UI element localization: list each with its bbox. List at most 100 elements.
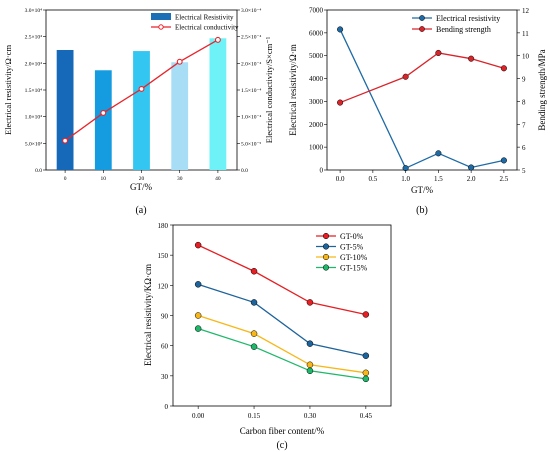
chart-b-y-right-tick-label: 12 xyxy=(522,7,530,15)
chart-a-legend-label-resistivity: Electrical Resistivity xyxy=(175,14,234,22)
chart-b-line-bending xyxy=(339,52,505,104)
chart-c-point-gt-10pct-0.15 xyxy=(250,330,258,337)
chart-b-point-bending-1 xyxy=(402,73,409,80)
chart-b-point-bending-1.5 xyxy=(435,49,442,57)
chart-c-line-gt-5pct xyxy=(197,283,366,357)
chart-a-y-tick-label: 3.0×10⁴ xyxy=(25,8,42,14)
chart-b-y-axis-label: Electrical resistivity/Ω·m xyxy=(288,44,298,135)
chart-c-panel-label: (c) xyxy=(276,440,287,451)
chart-a-point-conductivity-40 xyxy=(214,36,221,43)
chart-c-point-gt-0pct-0.30 xyxy=(306,299,314,306)
chart-a-y-axis-right-label: Electrical conductivity/S×cm⁻¹ xyxy=(264,36,274,143)
chart-b-x-tick-label: 2.0 xyxy=(467,175,476,183)
chart-c-line-gt-15pct xyxy=(197,327,366,380)
chart-b-point-resistivity-0 xyxy=(337,26,344,33)
chart-c-point-gt-15pct-0.00 xyxy=(194,325,202,332)
chart-b-x-tick-label: 0.0 xyxy=(336,175,345,183)
chart-c-point-gt-5pct-0.15 xyxy=(250,299,258,306)
chart-c-y-axis-label: Electrical resistivity/KΩ·cm xyxy=(143,264,153,366)
chart-c-point-gt-10pct-0.30 xyxy=(306,361,314,369)
chart-c-y-tick-label: 120 xyxy=(158,282,169,290)
chart-c-legend: GT-0% GT-5%GT-10% GT-15% xyxy=(316,232,368,273)
chart-b-legend-marker-bending xyxy=(419,26,425,32)
chart-b-point-resistivity-1.5 xyxy=(435,150,442,157)
chart-b-y-right-tick-label: 10 xyxy=(522,53,530,61)
chart-b-y-tick-label: 1000 xyxy=(309,144,324,152)
chart-c-point-gt-10pct-0.00 xyxy=(194,312,202,319)
chart-b-y-tick-label: 7000 xyxy=(309,7,324,15)
chart-c-point-gt-5pct-0.00 xyxy=(194,281,202,288)
chart-b-x-tick-label: 1.0 xyxy=(401,175,410,183)
chart-a-bar-40 xyxy=(209,38,227,171)
chart-b-y-right-tick-label: 7 xyxy=(522,121,526,129)
chart-a-y-right-tick-label: 2.0×10⁻⁴ xyxy=(241,61,261,67)
chart-b-y-right-tick-label: 5 xyxy=(522,167,526,175)
chart-a-point-conductivity-0 xyxy=(62,137,69,144)
chart-c-x-tick-label: 0.00 xyxy=(192,412,205,420)
chart-a-bar-0 xyxy=(56,50,74,170)
chart-b-line-resistivity xyxy=(339,29,505,170)
chart-b-x-axis-label: GT/% xyxy=(411,185,433,195)
chart-a-y-tick-label: 2.5×10⁴ xyxy=(25,35,42,41)
chart-c: 0 30 60 90 120 150 180 0.00 0.15 0.30 0.45 Carbon … xyxy=(143,222,392,451)
chart-c-point-gt-0pct-0.00 xyxy=(194,241,202,249)
chart-c-legend-label-gt-5pct: GT-5% xyxy=(340,243,364,252)
chart-c-point-gt-15pct-0.15 xyxy=(250,343,258,350)
chart-a-y-axis-label: Electrical resistivity/Ω·cm xyxy=(3,45,13,135)
chart-a-legend: Electrical Resistivity Electrical conduc… xyxy=(151,13,239,32)
chart-a-bar-30 xyxy=(171,62,189,171)
chart-b-point-bending-2.5 xyxy=(500,65,507,72)
chart-a-y-right-tick-label: 1.5×10⁻⁴ xyxy=(241,88,261,94)
chart-a-y-right-tick-label: 1.0×10⁻⁴ xyxy=(241,115,261,121)
chart-b-y-axis-right-label: Bending strength/MPa xyxy=(537,49,547,130)
chart-a-point-conductivity-20 xyxy=(138,85,145,92)
chart-a-y-tick-label: 2.0×10⁴ xyxy=(25,61,42,67)
chart-a-x-tick-label: 10 xyxy=(101,176,107,182)
chart-c-point-gt-0pct-0.15 xyxy=(250,268,258,275)
chart-b-x-tick-label: 1.5 xyxy=(434,175,443,183)
chart-c-legend-marker-gt-5pct xyxy=(322,243,330,250)
chart-c-line-gt-0pct xyxy=(197,244,366,316)
chart-b-y-tick-label: 5000 xyxy=(309,52,324,60)
chart-a-panel-label: (a) xyxy=(135,205,146,216)
chart-a-y-right-tick-label: 2.5×10⁻⁴ xyxy=(241,35,261,41)
chart-b-y-tick-label: 4000 xyxy=(309,75,324,83)
chart-c-point-gt-0pct-0.45 xyxy=(362,311,370,318)
chart-c-x-tick-label: 0.30 xyxy=(304,412,317,420)
chart-c-y-tick-label: 30 xyxy=(161,373,169,381)
chart-c-x-tick-label: 0.15 xyxy=(248,412,261,420)
chart-a-legend-line-marker xyxy=(158,24,164,30)
chart-a-point-conductivity-10 xyxy=(100,109,107,116)
chart-c-point-gt-5pct-0.30 xyxy=(306,340,314,347)
chart-c-y-tick-label: 150 xyxy=(158,252,169,260)
chart-c-line-gt-10pct xyxy=(197,314,366,374)
chart-c-x-axis-label: Carbon fiber content/% xyxy=(240,426,325,436)
chart-b: 0 1000 2000 3000 4000 5000 6000 7000 5 6 7 8 9 10 11 12… xyxy=(288,7,547,217)
chart-c-y-tick-label: 0 xyxy=(165,403,169,411)
chart-b-x-tick-label: 2.5 xyxy=(500,175,509,183)
chart-b-point-resistivity-2 xyxy=(468,164,475,171)
chart-b-y-right-tick-label: 9 xyxy=(522,76,526,84)
chart-a-bar-10 xyxy=(94,70,112,170)
chart-a-x-tick-label: 0 xyxy=(64,176,67,182)
chart-c-y-tick-label: 60 xyxy=(161,343,169,351)
chart-c-legend-label-gt-0pct: GT-0% xyxy=(340,232,364,241)
chart-a-y-right-tick-label: 3.0×10⁻⁴ xyxy=(241,8,261,14)
chart-b-legend-marker-resistivity xyxy=(419,15,425,21)
chart-b-point-bending-2 xyxy=(468,55,475,62)
chart-a-y-right-tick-label: 0.0 xyxy=(241,168,248,174)
chart-a-bar-20 xyxy=(133,51,150,170)
chart-b-y-right-tick-label: 6 xyxy=(522,144,526,152)
chart-a-x-tick-label: 40 xyxy=(215,176,221,182)
chart-a-point-conductivity-30 xyxy=(176,58,183,65)
chart-a-legend-bar-swatch xyxy=(151,13,171,20)
chart-c-y-tick-label: 90 xyxy=(161,313,169,321)
chart-c-point-gt-15pct-0.45 xyxy=(362,375,370,383)
chart-c-point-gt-5pct-0.45 xyxy=(362,352,370,359)
chart-a-y-tick-label: 1.0×10⁴ xyxy=(25,115,42,121)
chart-c-legend-marker-gt-0pct xyxy=(322,232,330,240)
chart-a-x-tick-label: 30 xyxy=(177,176,183,182)
chart-a: 0.0 5.0×10³ 1.0×10⁴ 1.5×10⁴ 2.0×10⁴ 2.5×10⁴ 3.… xyxy=(3,8,274,216)
chart-b-y-right-tick-label: 8 xyxy=(522,98,526,106)
